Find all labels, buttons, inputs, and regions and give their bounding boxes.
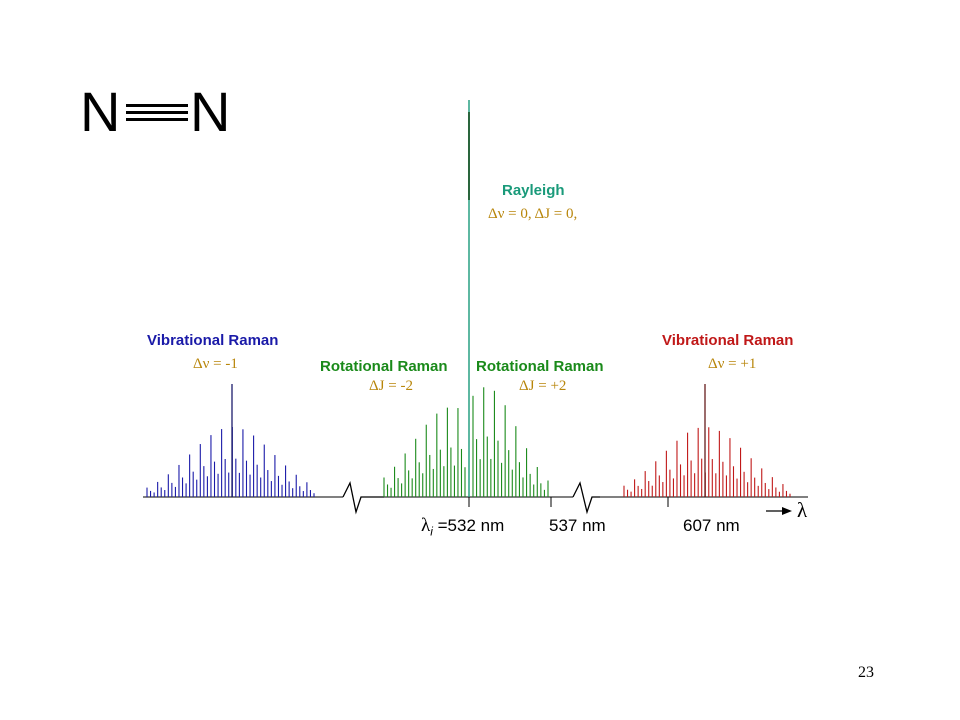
rotational-raman-right-title: Rotational Raman (476, 358, 604, 375)
tick-label-537: 537 nm (549, 516, 606, 535)
arrow-head (782, 507, 792, 515)
nitrogen-molecule: N N (80, 82, 240, 142)
triple-bond-line-3 (126, 118, 188, 121)
rotational-raman-right-rule: ΔJ = +2 (519, 378, 567, 394)
wavelength-axis-label: λ (797, 498, 808, 522)
axis-break-left (342, 481, 384, 515)
rayleigh-selection-rule: Δν = 0, ΔJ = 0, (488, 206, 578, 222)
nitrogen-atom-left: N (80, 80, 121, 143)
rayleigh-title: Rayleigh (502, 182, 565, 199)
axis-break-symbols (342, 481, 600, 515)
vibrational-raman-stokes-band (623, 384, 791, 497)
axis-break-right (572, 481, 600, 515)
vibrational-raman-anti-stokes-band (146, 384, 315, 497)
rotational-raman-stokes-band (383, 407, 466, 497)
vibrational-raman-left-title: Vibrational Raman (147, 332, 279, 349)
rotational-raman-left-rule: ΔJ = -2 (369, 378, 413, 394)
axis-ticks (468, 497, 669, 507)
wavelength-axis-arrow (766, 507, 792, 515)
vibrational-raman-left-rule: Δν = -1 (193, 356, 238, 372)
nitrogen-atom-right: N (190, 80, 231, 143)
lambda-symbol: λ (421, 515, 431, 536)
rotational-raman-anti-stokes-band (472, 387, 549, 497)
page-number: 23 (858, 664, 874, 681)
triple-bond-line-1 (126, 104, 188, 107)
triple-bond-line-2 (126, 111, 188, 114)
vibrational-raman-right-rule: Δν = +1 (708, 356, 757, 372)
rotational-raman-left-title: Rotational Raman (320, 358, 448, 375)
tick-label-607: 607 nm (683, 516, 740, 535)
lambda-subscript: i (430, 524, 433, 539)
incident-wavelength-label: λi =532 nm (421, 515, 504, 538)
vibrational-raman-right-title: Vibrational Raman (662, 332, 794, 349)
tick-label-532: =532 nm (437, 516, 505, 535)
